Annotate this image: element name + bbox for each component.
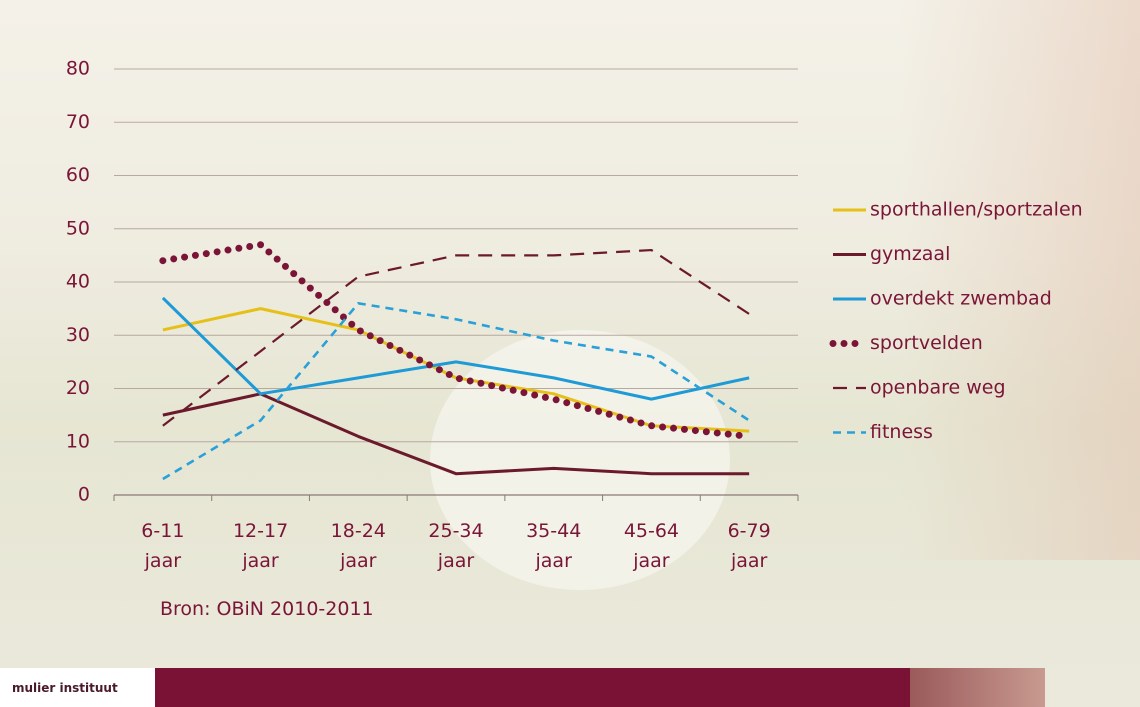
x-tick-label: 45-64 jaar — [619, 516, 683, 576]
series-line — [163, 394, 749, 474]
slide: {"chart_data": {"type": "line", "categor… — [0, 0, 1140, 707]
y-tick-label: 50 — [66, 217, 90, 239]
series-line — [163, 309, 749, 431]
y-tick-label: 30 — [66, 324, 90, 346]
legend-label: sporthallen/sportzalen — [870, 199, 1083, 221]
footer-image — [910, 668, 1045, 707]
logo: mulier instituut — [12, 681, 118, 695]
y-tick-label: 80 — [66, 58, 90, 80]
x-tick-label: 35-44 jaar — [522, 516, 586, 576]
x-tick-label: 6-11 jaar — [131, 516, 195, 576]
y-tick-label: 40 — [66, 271, 90, 293]
y-tick-label: 70 — [66, 111, 90, 133]
series-line — [163, 250, 749, 426]
source: Bron: OBiN 2010-2011 — [160, 598, 374, 620]
x-tick-label: 6-79 jaar — [717, 516, 781, 576]
y-tick-label: 60 — [66, 164, 90, 186]
footer-bar — [155, 668, 910, 707]
series-line — [163, 298, 749, 399]
legend-label: gymzaal — [870, 243, 950, 265]
legend-label: sportvelden — [870, 332, 983, 354]
x-tick-label: 12-17 jaar — [229, 516, 293, 576]
y-tick-label: 0 — [78, 484, 90, 506]
x-tick-label: 18-24 jaar — [326, 516, 390, 576]
legend-label: overdekt zwembad — [870, 288, 1052, 310]
legend-label: fitness — [870, 421, 933, 443]
legend-label: openbare weg — [870, 377, 1006, 399]
y-tick-label: 20 — [66, 377, 90, 399]
y-tick-label: 10 — [66, 430, 90, 452]
x-tick-label: 25-34 jaar — [424, 516, 488, 576]
series-line — [163, 245, 749, 437]
series-line — [163, 303, 749, 479]
